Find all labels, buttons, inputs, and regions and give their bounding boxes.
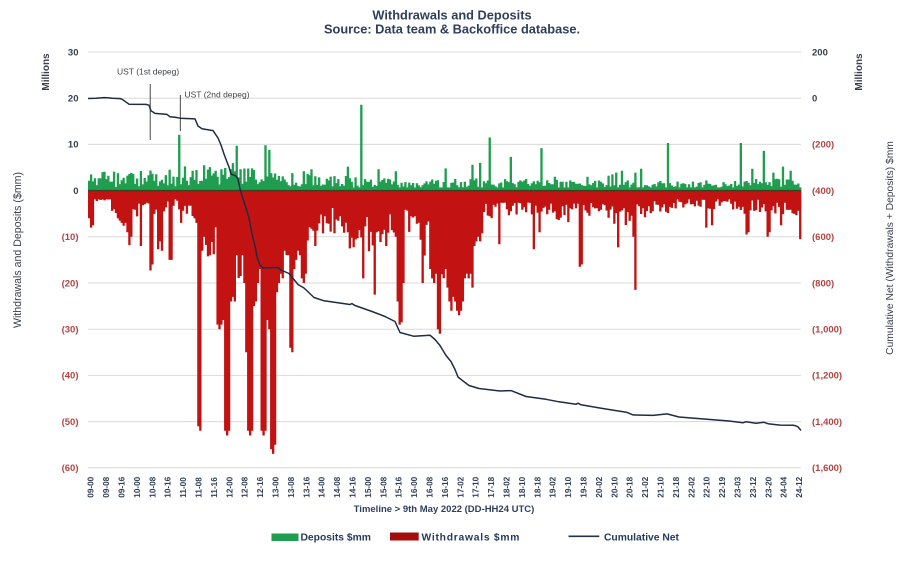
- svg-text:0: 0: [73, 186, 78, 197]
- svg-text:Millions: Millions: [41, 53, 52, 91]
- svg-text:15-08: 15-08: [379, 476, 388, 497]
- svg-text:15-16: 15-16: [395, 476, 404, 497]
- svg-text:23-03: 23-03: [734, 476, 743, 497]
- svg-text:13-00: 13-00: [272, 476, 281, 497]
- svg-text:200: 200: [812, 47, 828, 58]
- svg-text:09-16: 09-16: [118, 476, 127, 497]
- svg-text:11-16: 11-16: [210, 477, 219, 498]
- svg-text:14-16: 14-16: [349, 476, 358, 497]
- svg-text:09-00: 09-00: [87, 476, 96, 497]
- svg-text:(20): (20): [62, 278, 79, 289]
- svg-text:22-02: 22-02: [687, 476, 696, 497]
- svg-text:23-12: 23-12: [749, 476, 758, 497]
- svg-text:17-18: 17-18: [487, 476, 496, 497]
- svg-text:18-10: 18-10: [518, 476, 527, 497]
- svg-text:23-20: 23-20: [764, 476, 773, 497]
- svg-text:09-08: 09-08: [102, 476, 111, 497]
- svg-text:18-18: 18-18: [533, 476, 542, 497]
- svg-text:12-08: 12-08: [241, 476, 250, 497]
- svg-text:24-12: 24-12: [795, 476, 804, 497]
- svg-text:(30): (30): [62, 325, 79, 336]
- svg-text:(50): (50): [62, 417, 79, 428]
- svg-text:12-00: 12-00: [225, 476, 234, 497]
- svg-text:(1,000): (1,000): [812, 325, 842, 336]
- svg-text:10-16: 10-16: [164, 476, 173, 497]
- svg-text:10-08: 10-08: [148, 476, 157, 497]
- svg-text:(40): (40): [62, 371, 79, 382]
- svg-text:Withdrawals $mm: Withdrawals $mm: [422, 533, 521, 544]
- svg-text:0: 0: [812, 94, 817, 105]
- svg-text:Millions: Millions: [854, 53, 865, 91]
- svg-text:22-19: 22-19: [718, 476, 727, 497]
- svg-text:(1,400): (1,400): [812, 417, 842, 428]
- svg-text:14-08: 14-08: [333, 476, 342, 497]
- svg-text:11-00: 11-00: [179, 477, 188, 498]
- svg-text:13-16: 13-16: [302, 476, 311, 497]
- svg-text:21-18: 21-18: [672, 476, 681, 497]
- svg-text:20: 20: [68, 94, 79, 105]
- svg-text:22-10: 22-10: [703, 476, 712, 497]
- svg-text:21-10: 21-10: [657, 476, 666, 497]
- svg-text:30: 30: [68, 47, 79, 58]
- svg-text:(1,200): (1,200): [812, 371, 842, 382]
- svg-text:17-02: 17-02: [456, 476, 465, 497]
- svg-text:20-18: 20-18: [626, 476, 635, 497]
- svg-text:16-08: 16-08: [426, 476, 435, 497]
- svg-text:Cumulative Net (Withdrawals +: Cumulative Net (Withdrawals + Deposits) …: [885, 141, 896, 355]
- svg-text:UST (1st depeg): UST (1st depeg): [117, 67, 179, 77]
- svg-text:24-04: 24-04: [780, 476, 789, 497]
- svg-text:18-02: 18-02: [503, 476, 512, 497]
- svg-text:Source: Data team & Backoffice: Source: Data team & Backoffice database.: [324, 22, 580, 37]
- svg-text:Withdrawals and Deposits: Withdrawals and Deposits: [372, 8, 531, 23]
- svg-text:Deposits $mm: Deposits $mm: [301, 533, 371, 544]
- svg-text:10: 10: [68, 140, 79, 151]
- svg-text:12-16: 12-16: [256, 476, 265, 497]
- svg-text:(600): (600): [812, 232, 834, 243]
- svg-text:Timeline > 9th May 2022 (DD-HH: Timeline > 9th May 2022 (DD-HH24 UTC): [354, 504, 535, 515]
- svg-text:13-08: 13-08: [287, 476, 296, 497]
- svg-text:21-02: 21-02: [641, 476, 650, 497]
- svg-text:15-00: 15-00: [364, 476, 373, 497]
- svg-text:(10): (10): [62, 232, 79, 243]
- svg-text:17-10: 17-10: [472, 476, 481, 497]
- svg-text:16-00: 16-00: [410, 476, 419, 497]
- svg-text:19-02: 19-02: [549, 476, 558, 497]
- svg-text:10-00: 10-00: [133, 476, 142, 497]
- svg-text:UST (2nd depeg): UST (2nd depeg): [185, 89, 250, 99]
- svg-text:19-10: 19-10: [564, 476, 573, 497]
- svg-text:(800): (800): [812, 278, 834, 289]
- svg-text:(200): (200): [812, 140, 834, 151]
- svg-text:19-18: 19-18: [580, 476, 589, 497]
- svg-text:Cumulative Net: Cumulative Net: [604, 533, 680, 544]
- svg-text:20-02: 20-02: [595, 476, 604, 497]
- svg-text:16-16: 16-16: [441, 476, 450, 497]
- svg-text:(60): (60): [62, 463, 79, 474]
- svg-text:(1,600): (1,600): [812, 463, 842, 474]
- svg-text:11-08: 11-08: [195, 477, 204, 498]
- svg-text:Withdrawals and Deposits ($mm): Withdrawals and Deposits ($mm): [12, 172, 24, 328]
- svg-text:(400): (400): [812, 186, 834, 197]
- svg-text:20-10: 20-10: [610, 476, 619, 497]
- svg-text:14-00: 14-00: [318, 476, 327, 497]
